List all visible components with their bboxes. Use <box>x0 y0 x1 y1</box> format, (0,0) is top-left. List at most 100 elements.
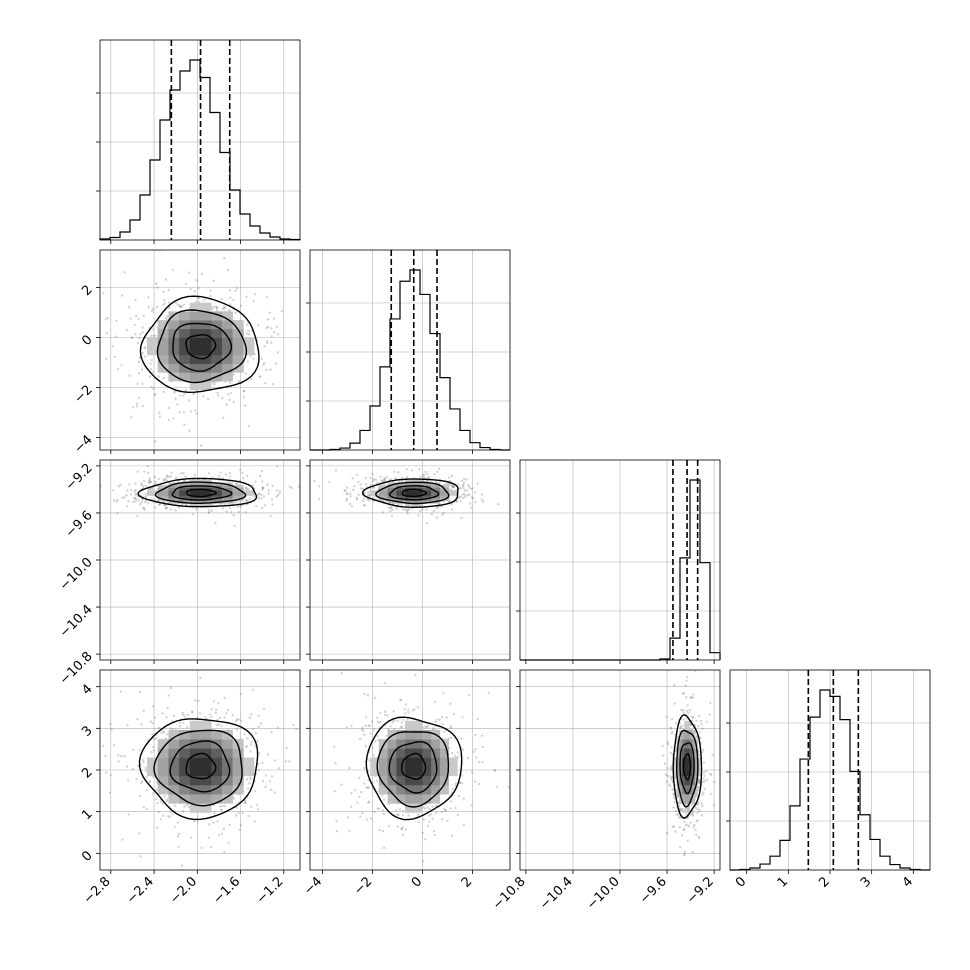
density-cell <box>200 766 212 777</box>
density-cell <box>168 372 180 382</box>
sample-point <box>249 743 253 746</box>
sample-point <box>404 828 407 831</box>
sample-point <box>265 295 269 299</box>
sample-point <box>164 477 167 480</box>
density-cell <box>200 748 212 758</box>
density-cell <box>684 748 688 758</box>
sample-point <box>691 812 694 815</box>
sample-point <box>473 491 477 494</box>
sample-point <box>699 736 702 739</box>
sample-point <box>461 715 464 719</box>
sample-point <box>214 381 217 384</box>
sample-point <box>226 393 230 396</box>
sample-point <box>152 334 155 337</box>
x-tick-label: −2.4 <box>124 874 157 907</box>
sample-point <box>691 696 695 699</box>
density-cell <box>413 766 423 777</box>
density-cell <box>405 485 415 489</box>
sample-point <box>257 497 261 500</box>
sample-point <box>421 831 424 835</box>
sample-point <box>362 729 365 733</box>
sample-point <box>223 306 226 310</box>
sample-point <box>381 809 385 812</box>
density-cell <box>687 803 690 813</box>
sample-point <box>227 708 230 712</box>
density-cell <box>200 381 212 391</box>
sample-point <box>244 800 247 803</box>
sample-point <box>155 305 159 309</box>
density-cell <box>684 730 688 740</box>
sample-point <box>670 788 674 791</box>
sample-point <box>672 788 675 791</box>
sample-point <box>661 744 664 748</box>
sample-point <box>161 802 164 805</box>
sample-point <box>162 376 166 380</box>
density-cell <box>387 492 397 496</box>
sample-point <box>246 745 249 748</box>
sample-point <box>695 819 698 823</box>
sample-point <box>398 808 402 811</box>
sample-point <box>120 363 123 367</box>
sample-point <box>144 500 147 504</box>
sample-point <box>121 496 124 500</box>
sample-point <box>157 503 161 506</box>
density-cell <box>396 487 406 491</box>
sample-point <box>679 727 682 730</box>
sample-point <box>190 710 194 713</box>
sample-point <box>276 351 280 354</box>
density-cell <box>692 730 696 740</box>
sample-point <box>449 807 452 810</box>
sample-point <box>697 801 700 804</box>
sample-point <box>257 714 260 717</box>
sample-point <box>253 293 257 296</box>
sample-point <box>148 477 151 480</box>
sample-point <box>431 817 434 820</box>
sample-point <box>223 257 226 260</box>
sample-point <box>667 783 671 786</box>
density-cell <box>221 311 233 321</box>
density-cell <box>179 766 191 777</box>
density-cell <box>439 757 449 767</box>
sample-point <box>453 754 457 758</box>
density-cell <box>211 363 223 373</box>
sample-point <box>255 504 258 508</box>
sample-point <box>462 492 465 496</box>
sample-point <box>255 803 259 806</box>
sample-point <box>157 726 161 730</box>
sample-point <box>680 808 683 812</box>
contour-line <box>186 488 217 498</box>
density-cell <box>687 730 690 740</box>
sample-point <box>396 825 399 828</box>
sample-point <box>136 470 139 473</box>
sample-point <box>376 807 379 810</box>
sample-point <box>134 314 138 318</box>
sample-point <box>346 492 349 495</box>
x-tick-label: −10.0 <box>584 874 623 913</box>
density-cell <box>431 785 441 795</box>
density-cell <box>387 748 397 758</box>
sample-point <box>129 493 133 496</box>
sample-point <box>422 474 425 477</box>
sample-point <box>257 725 260 729</box>
sample-point <box>126 779 130 782</box>
sample-point <box>369 483 372 487</box>
sample-point <box>150 497 154 500</box>
density-cell <box>378 490 388 494</box>
sample-point <box>700 814 704 817</box>
sample-point <box>138 336 141 340</box>
sample-point <box>446 482 450 486</box>
sample-point <box>426 472 429 476</box>
sample-point <box>243 733 246 736</box>
sample-point <box>167 288 171 292</box>
sample-point <box>685 679 688 682</box>
sample-point <box>173 825 177 828</box>
density-cell <box>168 766 180 777</box>
density-cell <box>200 480 212 483</box>
sample-point <box>138 503 142 506</box>
sample-point <box>215 723 219 727</box>
sample-point <box>300 325 302 327</box>
sample-point <box>463 493 466 496</box>
sample-point <box>669 752 673 755</box>
sample-point <box>674 775 677 779</box>
sample-point <box>451 485 455 489</box>
